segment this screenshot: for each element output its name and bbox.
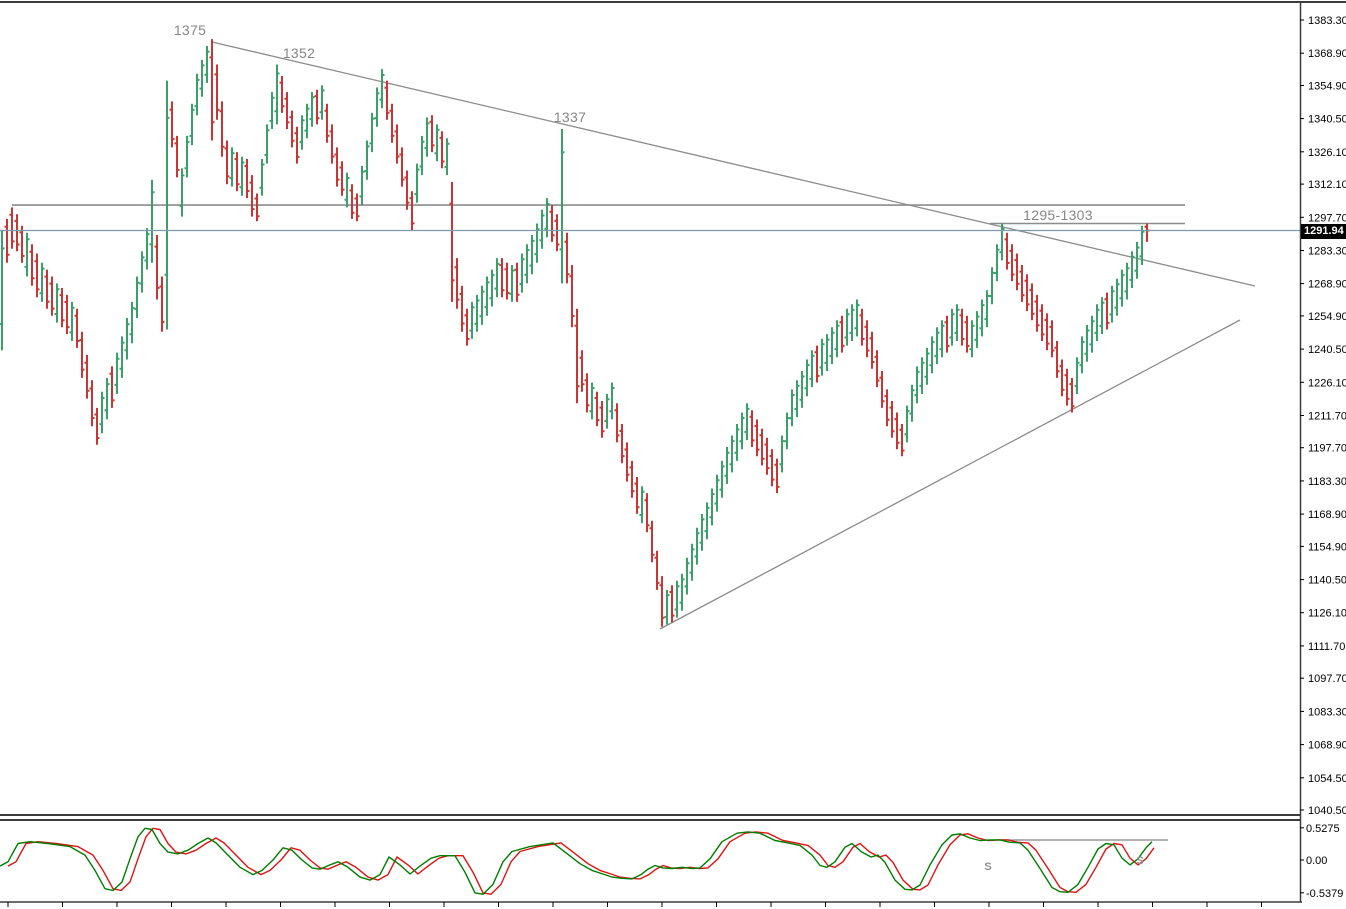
oscillator-signal-line [7,827,1155,895]
price-axis-label: 1240.50 [1308,344,1346,356]
swing-high-label-1375: 1375 [173,22,207,38]
price-axis-label: 1268.90 [1308,279,1346,291]
price-axis-label: 1154.90 [1308,541,1346,553]
price-axis-label: 1068.90 [1308,740,1346,752]
oscillator-main-line [0,827,1153,895]
resistance-level-lines [12,204,1185,225]
trendline-ascending [659,319,1241,630]
price-axis-label: 1254.90 [1308,311,1346,323]
price-axis-label: 1168.90 [1308,509,1346,521]
trendlines [211,41,1256,630]
price-axis-label: 1126.10 [1308,608,1346,620]
price-axis-label: 1368.90 [1308,48,1346,60]
up-bars [0,46,1145,625]
price-axis-label: 1183.30 [1308,476,1346,488]
price-axis-label: 1054.50 [1308,773,1346,785]
price-axis-label: 1326.10 [1308,147,1346,159]
price-axis-label: 1040.50 [1308,805,1346,817]
sell-signal-marker: S [984,861,992,873]
price-axis-label: 1140.50 [1308,575,1346,587]
price-axis-label: 1097.70 [1308,673,1346,685]
price-axis-label: 1297.70 [1308,212,1346,224]
price-axis-label: 1226.10 [1308,377,1346,389]
price-axis-label: 1197.70 [1308,443,1346,455]
indicator-axis-label: 0.5275 [1306,823,1340,835]
price-axis-label: 1354.90 [1308,81,1346,93]
indicator-axis-label: 0.00 [1306,855,1327,867]
last-price-tag: 1291.94 [1301,224,1346,239]
ohlc-bars [0,39,1150,627]
trendline-descending [211,41,1256,287]
resistance-zone-label: 1295-1303 [1023,207,1093,223]
last-price-value: 1291.94 [1304,225,1344,237]
price-axis-label: 1312.10 [1308,179,1346,191]
sell-signal-marker: S [1136,855,1144,867]
price-axis-label: 1283.30 [1308,246,1346,258]
price-axis-labels[interactable]: 1383.30 1368.90 1354.90 1340.50 1326.10 1312.… [1300,15,1346,817]
price-axis-label: 1383.30 [1308,15,1346,27]
time-axis-ticks[interactable] [7,902,1262,907]
price-axis-label: 1111.70 [1308,641,1345,653]
down-bars [4,39,1150,627]
swing-high-label-1337: 1337 [553,109,587,125]
indicator-axis-label: -0.5379 [1306,888,1343,900]
swing-high-label-1352: 1352 [282,45,316,61]
price-axis-label: 1083.30 [1308,706,1346,718]
indicator-axis-labels[interactable]: 0.5275 0.00 -0.5379 [1300,823,1343,900]
price-axis-label: 1340.50 [1308,114,1346,126]
price-axis-label: 1211.70 [1308,411,1346,423]
